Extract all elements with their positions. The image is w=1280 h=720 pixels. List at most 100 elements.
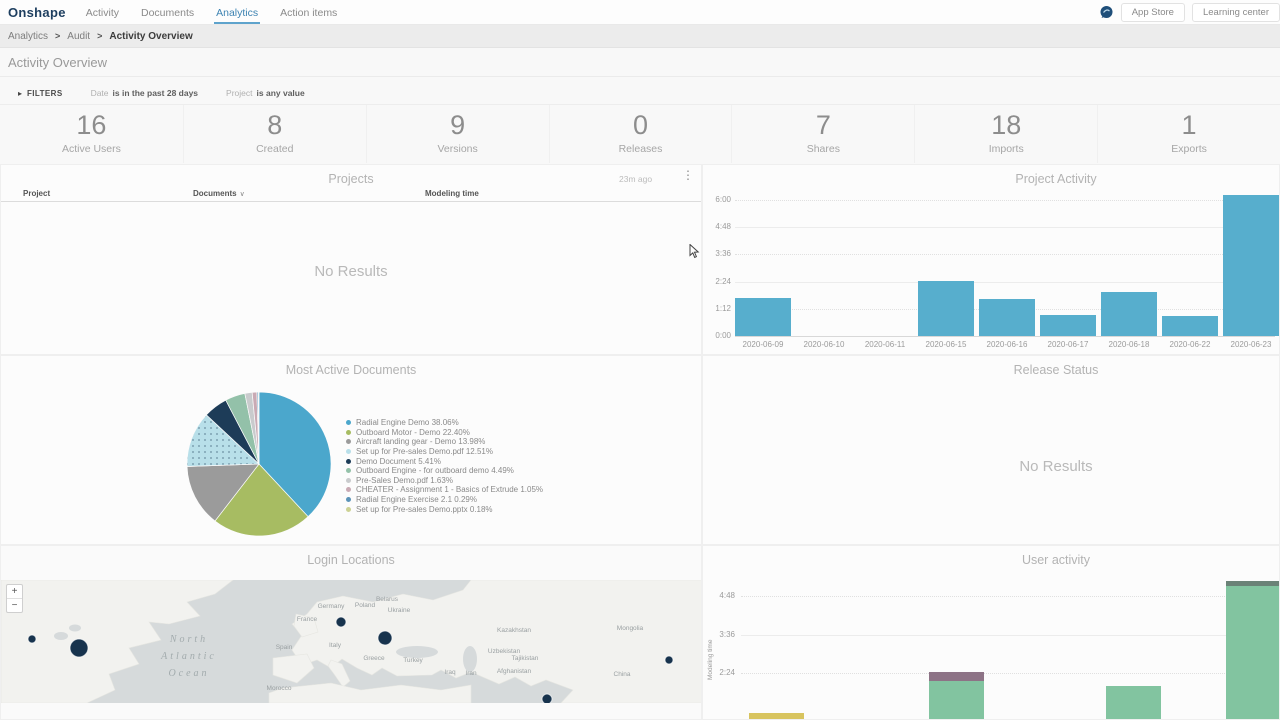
tab-analytics[interactable]: Analytics bbox=[214, 1, 260, 24]
gridline bbox=[741, 596, 1279, 597]
gridline bbox=[735, 336, 1275, 337]
bar bbox=[1101, 292, 1157, 336]
stacked-bar-segment bbox=[1226, 581, 1279, 587]
map-country-label: Turkey bbox=[403, 657, 423, 664]
column-documents[interactable]: Documents ∨ bbox=[193, 189, 245, 198]
y-axis-tick-label: 3:36 bbox=[719, 629, 735, 639]
map-lake bbox=[69, 624, 81, 632]
filter-project-value[interactable]: is any value bbox=[256, 88, 305, 98]
pie-slice bbox=[214, 463, 309, 537]
pie-slice bbox=[257, 391, 260, 465]
legend-label: Outboard Engine - for outboard demo 4.49… bbox=[356, 466, 514, 476]
map-country-label: Spain bbox=[276, 644, 293, 651]
gridline bbox=[741, 634, 1279, 636]
login-location-marker[interactable] bbox=[27, 634, 37, 644]
stat-value: 18 bbox=[991, 110, 1022, 140]
expand-caret-icon[interactable]: ▸ bbox=[18, 88, 23, 98]
stat-imports: 18 Imports bbox=[914, 105, 1097, 163]
app-store-button[interactable]: App Store bbox=[1120, 2, 1185, 22]
tab-documents[interactable]: Documents bbox=[141, 6, 195, 19]
tab-action-items[interactable]: Action items bbox=[280, 6, 338, 19]
panel-title: Release Status bbox=[1013, 363, 1099, 377]
map-lake bbox=[54, 632, 68, 640]
map-country-label: Tajikistan bbox=[512, 655, 539, 662]
stats-row: 16 Active Users 8 Created 9 Versions 0 R… bbox=[0, 104, 1280, 163]
gridline bbox=[735, 227, 1275, 229]
map-caspian-sea bbox=[463, 646, 477, 672]
panel-title: Projects bbox=[328, 172, 374, 186]
x-axis-tick-label: 2020-06-17 bbox=[1047, 340, 1089, 349]
legend-label: Demo Document 5.41% bbox=[356, 456, 441, 466]
assistant-bubble-icon[interactable] bbox=[1099, 5, 1114, 20]
panel-title: Project Activity bbox=[1015, 172, 1097, 186]
legend-label: Radial Engine Demo 38.06% bbox=[356, 418, 459, 428]
zoom-in-button[interactable]: + bbox=[11, 586, 18, 597]
login-location-marker[interactable] bbox=[377, 630, 393, 646]
map-country-label: Greece bbox=[363, 655, 385, 662]
legend-item: Outboard Motor - Demo 22.40% bbox=[346, 428, 543, 438]
map-landmass bbox=[1, 579, 234, 704]
map-landmass bbox=[268, 682, 472, 704]
bar bbox=[1223, 195, 1279, 336]
gridline bbox=[735, 281, 1275, 283]
login-locations-panel: Login Locations Belarus Poland Germany Ukra… bbox=[0, 545, 702, 720]
stacked-bar-segment bbox=[749, 713, 804, 719]
pie-chart bbox=[184, 389, 334, 539]
bar bbox=[979, 298, 1035, 336]
stat-releases: 0 Releases bbox=[548, 105, 732, 163]
stat-created: 8 Created bbox=[182, 105, 366, 163]
legend-swatch bbox=[346, 439, 351, 445]
map-country-label: Morocco bbox=[267, 685, 292, 692]
filter-date-value[interactable]: is in the past 28 days bbox=[112, 88, 199, 98]
map-country-label: Mongolia bbox=[617, 625, 644, 632]
filter-project-field: Project bbox=[226, 88, 253, 98]
map-zoom-control: + − bbox=[6, 584, 23, 613]
login-location-marker[interactable] bbox=[335, 616, 347, 628]
world-map[interactable]: Belarus Poland Germany Ukraine France Kazakhs… bbox=[1, 579, 701, 705]
legend-item: Set up for Pre-sales Demo.pdf 12.51% bbox=[346, 447, 543, 457]
stat-active-users: 16 Active Users bbox=[0, 105, 183, 163]
no-results-text: No Results bbox=[1019, 458, 1093, 475]
legend-swatch bbox=[346, 468, 351, 474]
map-country-label: Belarus bbox=[376, 596, 399, 603]
panel-title: Login Locations bbox=[307, 553, 395, 567]
stacked-bar-segment bbox=[929, 671, 984, 681]
tab-activity[interactable]: Activity bbox=[85, 6, 119, 19]
legend-label: Outboard Motor - Demo 22.40% bbox=[356, 427, 470, 437]
learning-center-button[interactable]: Learning center bbox=[1191, 2, 1280, 22]
kebab-menu-icon[interactable]: ⋮ bbox=[682, 168, 694, 182]
map-country-label: Italy bbox=[329, 642, 342, 649]
x-axis-tick-label: 2020-06-23 bbox=[1230, 340, 1272, 349]
stat-label: Created bbox=[256, 142, 294, 155]
legend-label: CHEATER - Assignment 1 - Basics of Extru… bbox=[356, 485, 544, 495]
y-axis-tick-label: 2:24 bbox=[715, 276, 731, 286]
login-location-marker[interactable] bbox=[664, 655, 674, 665]
map-country-label: Iran bbox=[465, 670, 477, 677]
login-location-marker[interactable] bbox=[541, 693, 553, 705]
zoom-out-button[interactable]: − bbox=[7, 598, 22, 612]
legend-item: Set up for Pre-sales Demo.pptx 0.18% bbox=[346, 504, 543, 514]
filters-label[interactable]: FILTERS bbox=[27, 88, 63, 98]
column-modeling-time[interactable]: Modeling time bbox=[425, 189, 479, 198]
legend-swatch bbox=[346, 477, 351, 483]
map-country-label: Kazakhstan bbox=[497, 627, 531, 634]
column-project[interactable]: Project bbox=[23, 189, 51, 198]
login-location-marker[interactable] bbox=[69, 638, 89, 658]
stat-value: 16 bbox=[76, 110, 107, 140]
project-activity-panel: Project Activity 0:00 1:12 2:24 3:36 4:48 6:0… bbox=[702, 164, 1280, 355]
divider bbox=[0, 76, 1280, 77]
pie-slice bbox=[186, 414, 260, 467]
most-active-documents-panel: Most Active Documents Radial Engine Demo… bbox=[0, 355, 702, 545]
breadcrumb-analytics[interactable]: Analytics bbox=[8, 30, 49, 42]
x-axis-tick-label: 2020-06-10 bbox=[803, 340, 845, 349]
breadcrumb-audit[interactable]: Audit bbox=[67, 30, 91, 42]
onshape-logo[interactable]: Onshape bbox=[8, 4, 66, 20]
filters-bar: ▸ FILTERS Date is in the past 28 days Pr… bbox=[0, 85, 1280, 101]
stat-label: Releases bbox=[618, 142, 663, 155]
y-axis-title: Modeling time bbox=[707, 639, 714, 681]
map-ocean-label: North bbox=[169, 634, 208, 645]
bar bbox=[735, 298, 791, 336]
y-axis-tick-label: 6:00 bbox=[715, 195, 731, 204]
nav-right: App Store Learning center bbox=[1099, 2, 1280, 22]
filter-date-field: Date bbox=[90, 88, 109, 98]
